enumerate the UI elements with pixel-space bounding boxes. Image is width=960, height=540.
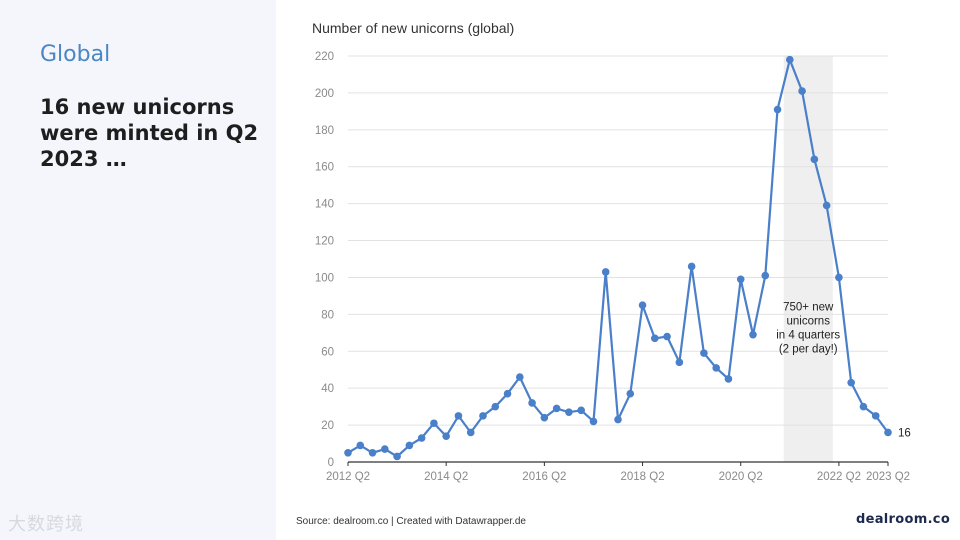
data-point — [786, 55, 794, 64]
section-label: Global — [40, 42, 111, 67]
data-point — [356, 441, 365, 450]
x-tick-label: 2012 Q2 — [326, 471, 370, 483]
data-point — [749, 330, 757, 339]
y-tick-label: 100 — [315, 272, 334, 284]
annotation-group: 750+ new unicorns in 4 quarters (2 per day!… — [776, 301, 911, 439]
source-note: Source: dealroom.co | Created with Dataw… — [296, 516, 526, 527]
gridlines — [348, 55, 888, 463]
y-tick-label: 220 — [315, 51, 334, 63]
data-point — [859, 402, 868, 411]
data-point — [491, 402, 500, 411]
x-tick-label: 2018 Q2 — [620, 471, 664, 483]
watermark: 大数跨境 — [8, 514, 84, 535]
data-point — [871, 412, 880, 420]
x-tick-label: 2022 Q2 — [817, 471, 861, 483]
data-point — [466, 428, 475, 437]
data-point — [601, 268, 610, 276]
data-point — [626, 389, 635, 398]
data-point — [368, 448, 377, 457]
annotation-line: unicorns — [786, 315, 830, 327]
annotation-line: (2 per day!) — [779, 343, 838, 355]
annotation-line: in 4 quarters — [776, 329, 840, 341]
data-point — [540, 413, 549, 422]
data-point — [810, 155, 819, 164]
data-point — [503, 389, 512, 398]
data-point — [638, 301, 647, 309]
y-tick-label: 200 — [315, 88, 334, 100]
data-point — [847, 378, 855, 387]
highlight-band — [783, 56, 833, 462]
data-point — [589, 417, 598, 426]
annotation-line: 750+ new — [783, 301, 834, 313]
data-point — [675, 358, 684, 367]
data-points — [344, 55, 892, 461]
data-point — [577, 406, 585, 415]
y-tick-label: 140 — [315, 199, 334, 211]
y-tick-label: 160 — [315, 162, 334, 174]
y-tick-label: 180 — [315, 125, 334, 137]
data-point — [798, 87, 806, 95]
x-tick-label: 2016 Q2 — [522, 471, 566, 483]
data-point — [405, 441, 414, 450]
data-point — [552, 404, 561, 413]
data-point — [528, 399, 536, 407]
y-tick-label: 120 — [315, 236, 334, 248]
x-axis-ticks: 2012 Q2 2014 Q2 2016 Q2 2018 Q2 2020 Q2 2022 … — [326, 462, 910, 483]
data-point — [454, 412, 463, 420]
data-point — [761, 271, 770, 280]
data-point — [479, 412, 487, 420]
data-point — [344, 448, 352, 457]
data-point — [430, 419, 438, 428]
x-tick-label: 2014 Q2 — [424, 471, 468, 483]
data-point — [712, 364, 720, 372]
data-point — [442, 432, 450, 440]
data-point — [417, 434, 426, 442]
data-point — [565, 408, 573, 416]
x-tick-label: 2023 Q2 — [866, 471, 910, 483]
data-point — [687, 262, 696, 271]
end-value-label: 16 — [898, 427, 911, 439]
data-point — [663, 332, 671, 341]
y-tick-label: 60 — [321, 346, 334, 358]
data-point — [651, 334, 659, 343]
y-tick-label: 40 — [321, 383, 334, 395]
chart-title: Number of new unicorns (global) — [312, 20, 515, 36]
data-point — [393, 452, 401, 461]
data-point — [381, 445, 389, 453]
data-point — [773, 105, 782, 114]
data-point — [724, 375, 733, 383]
data-point — [516, 373, 524, 381]
y-axis-ticks: 0 20 40 60 80 100 120 140 160 180 200 220 — [315, 51, 334, 469]
data-point — [822, 201, 831, 210]
left-panel: Global 16 new unicorns were minted in Q2… — [0, 0, 276, 540]
data-point — [835, 273, 843, 282]
data-point — [736, 275, 745, 284]
y-tick-label: 20 — [321, 420, 334, 432]
dealroom-logo: dealroom.co — [856, 512, 951, 527]
data-point — [700, 349, 708, 357]
headline: 16 new unicorns were minted in Q2 2023 … — [40, 95, 259, 171]
data-point — [884, 428, 892, 437]
highlight-band-group — [783, 56, 833, 462]
x-tick-label: 2020 Q2 — [719, 471, 763, 483]
y-tick-label: 80 — [321, 309, 334, 321]
y-tick-label: 0 — [328, 457, 334, 469]
data-point — [614, 415, 622, 424]
